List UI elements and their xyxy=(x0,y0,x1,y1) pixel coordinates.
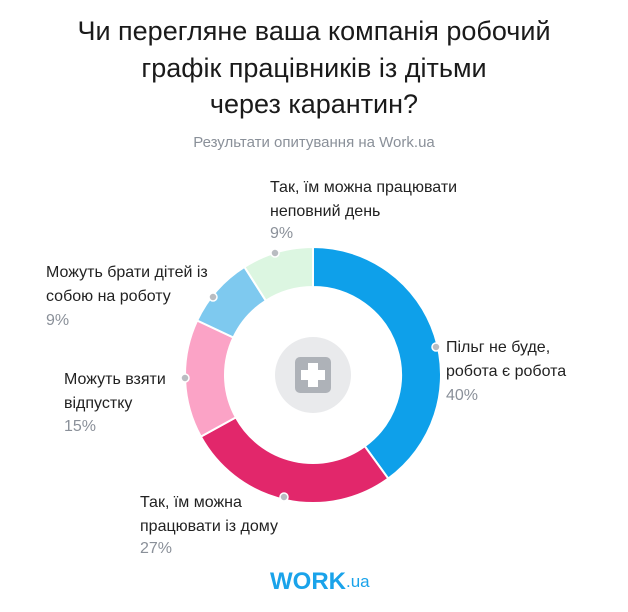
donut-slice xyxy=(243,245,314,303)
slice-label: робота є робота xyxy=(446,363,566,380)
slice-label: Так, їм можна працювати xyxy=(270,179,457,196)
slice-label: працювати із дому xyxy=(140,518,278,535)
slice-label: неповний день xyxy=(270,203,380,220)
slice-label: Так, їм можна xyxy=(140,494,242,511)
label-dot xyxy=(279,492,289,502)
logo: WORK.ua xyxy=(270,568,370,595)
slice-label: Можуть взяти xyxy=(64,371,166,388)
value-label: 27% xyxy=(140,540,172,557)
label-dot xyxy=(208,292,218,302)
donut-slice xyxy=(312,245,442,480)
donut xyxy=(184,245,442,504)
label-dot xyxy=(180,373,190,383)
slice-label: Пільг не буде, xyxy=(446,339,550,356)
donut-slice xyxy=(184,319,238,439)
value-label: 9% xyxy=(270,225,293,242)
logo-main: WORK xyxy=(270,568,347,595)
slice-label: відпустку xyxy=(64,395,132,412)
label-dot xyxy=(270,248,280,258)
slice-label: собою на роботу xyxy=(46,288,171,305)
value-label: 9% xyxy=(46,312,69,329)
chart-title: через карантин? xyxy=(210,89,418,119)
chart-title: Чи перегляне ваша компанія робочий xyxy=(77,16,550,46)
chart-title: графік працівників із дітьми xyxy=(141,53,486,83)
center-icon-plus xyxy=(301,363,325,387)
label-dot xyxy=(431,342,441,352)
value-label: 40% xyxy=(446,387,478,404)
subtitle: Результати опитування на Work.ua xyxy=(193,134,435,151)
logo-suffix: .ua xyxy=(346,572,370,591)
donut-slice xyxy=(199,416,390,504)
slice-label: Можуть брати дітей із xyxy=(46,264,208,281)
value-label: 15% xyxy=(64,418,96,435)
